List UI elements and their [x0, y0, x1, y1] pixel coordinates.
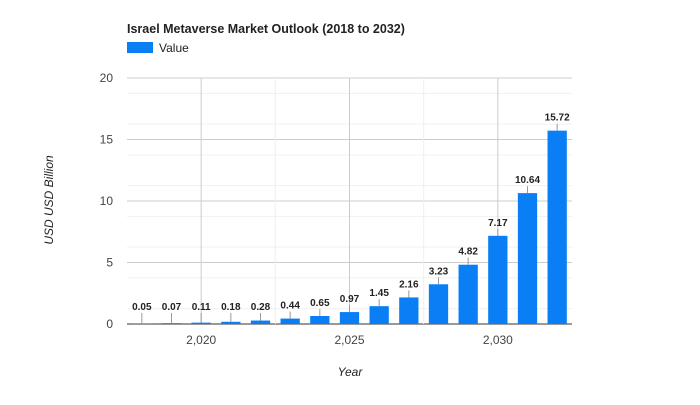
data-label: 0.97	[340, 294, 360, 305]
bar	[221, 321, 241, 324]
legend-label: Value	[159, 41, 189, 55]
y-tick-label: 20	[100, 71, 114, 85]
data-label: 7.17	[488, 218, 508, 229]
data-label: 1.45	[369, 288, 389, 299]
legend-swatch	[127, 42, 153, 53]
data-label: 0.65	[310, 298, 330, 309]
data-label: 2.16	[399, 279, 419, 290]
bar	[132, 323, 152, 324]
bar	[280, 318, 300, 324]
x-tick-label: 2,025	[334, 333, 364, 347]
data-label: 0.11	[192, 302, 211, 313]
data-labels: 0.05 0.07 0.11 0.18 0.28 0.44 0.65 0.97 1.45 2.16…	[132, 113, 570, 324]
x-tick-label: 2,030	[483, 333, 513, 347]
gridlines	[127, 77, 572, 325]
data-label: 0.44	[280, 301, 300, 312]
bar	[458, 264, 478, 324]
x-axis-title: Year	[338, 365, 364, 379]
bar	[488, 235, 508, 324]
chart-title: Israel Metaverse Market Outlook (2018 to…	[127, 22, 405, 36]
data-label: 0.07	[162, 302, 182, 313]
data-label: 0.28	[251, 302, 271, 313]
bars	[132, 130, 567, 324]
y-tick-label: 10	[100, 194, 114, 208]
bar	[339, 312, 360, 324]
bar	[161, 323, 182, 324]
data-label: 15.72	[545, 113, 570, 124]
data-label: 3.23	[429, 266, 449, 277]
x-tick-label: 2,020	[186, 333, 216, 347]
y-tick-label: 15	[100, 133, 114, 147]
y-axis-ticks: 0 5 10 15 20	[100, 71, 114, 331]
bar	[547, 130, 567, 324]
bar	[369, 306, 389, 324]
bar	[517, 193, 538, 324]
bar	[399, 297, 419, 324]
data-label: 4.82	[458, 247, 478, 258]
y-tick-label: 5	[106, 256, 113, 270]
data-label: 10.64	[515, 175, 540, 186]
data-label: 0.18	[221, 302, 241, 313]
y-tick-label: 0	[106, 317, 113, 331]
bar	[191, 322, 211, 324]
data-label: 0.05	[132, 302, 152, 313]
bar	[428, 284, 449, 324]
x-axis-ticks: 2,020 2,025 2,030	[186, 333, 513, 347]
bar	[250, 320, 271, 324]
bar	[310, 316, 330, 324]
y-axis-title: USD USD Billion	[42, 155, 56, 245]
